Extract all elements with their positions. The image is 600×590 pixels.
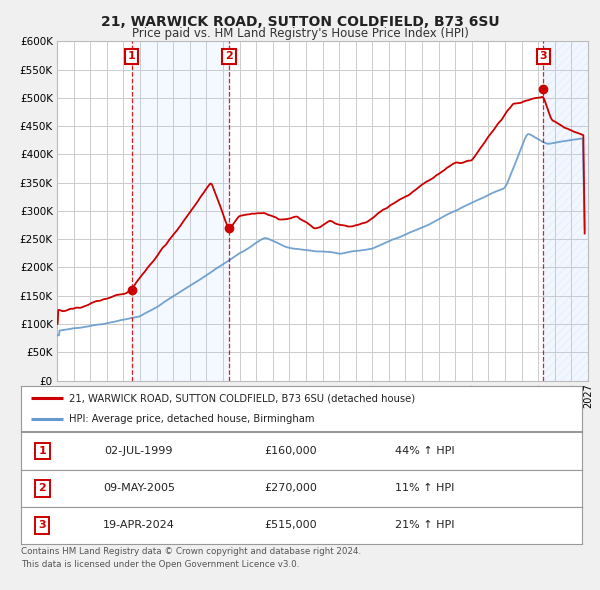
Text: 3: 3 — [38, 520, 46, 530]
Text: 09-MAY-2005: 09-MAY-2005 — [103, 483, 175, 493]
Text: £160,000: £160,000 — [264, 446, 317, 456]
Text: This data is licensed under the Open Government Licence v3.0.: This data is licensed under the Open Gov… — [21, 560, 299, 569]
Text: £515,000: £515,000 — [264, 520, 317, 530]
Text: HPI: Average price, detached house, Birmingham: HPI: Average price, detached house, Birm… — [68, 414, 314, 424]
Bar — [131, 41, 229, 381]
Text: 3: 3 — [539, 51, 547, 61]
Text: 21, WARWICK ROAD, SUTTON COLDFIELD, B73 6SU: 21, WARWICK ROAD, SUTTON COLDFIELD, B73 … — [101, 15, 499, 30]
Text: Price paid vs. HM Land Registry's House Price Index (HPI): Price paid vs. HM Land Registry's House … — [131, 27, 469, 40]
Text: 2: 2 — [38, 483, 46, 493]
Text: 1: 1 — [38, 446, 46, 456]
Bar — [543, 41, 588, 381]
Text: Contains HM Land Registry data © Crown copyright and database right 2024.: Contains HM Land Registry data © Crown c… — [21, 547, 361, 556]
Text: 02-JUL-1999: 02-JUL-1999 — [104, 446, 173, 456]
Text: 19-APR-2024: 19-APR-2024 — [103, 520, 175, 530]
Text: 1: 1 — [128, 51, 136, 61]
Text: 21, WARWICK ROAD, SUTTON COLDFIELD, B73 6SU (detached house): 21, WARWICK ROAD, SUTTON COLDFIELD, B73 … — [68, 394, 415, 404]
Text: 21% ↑ HPI: 21% ↑ HPI — [395, 520, 455, 530]
Text: £270,000: £270,000 — [264, 483, 317, 493]
Text: 44% ↑ HPI: 44% ↑ HPI — [395, 446, 455, 456]
Text: 2: 2 — [225, 51, 233, 61]
Text: 11% ↑ HPI: 11% ↑ HPI — [395, 483, 455, 493]
